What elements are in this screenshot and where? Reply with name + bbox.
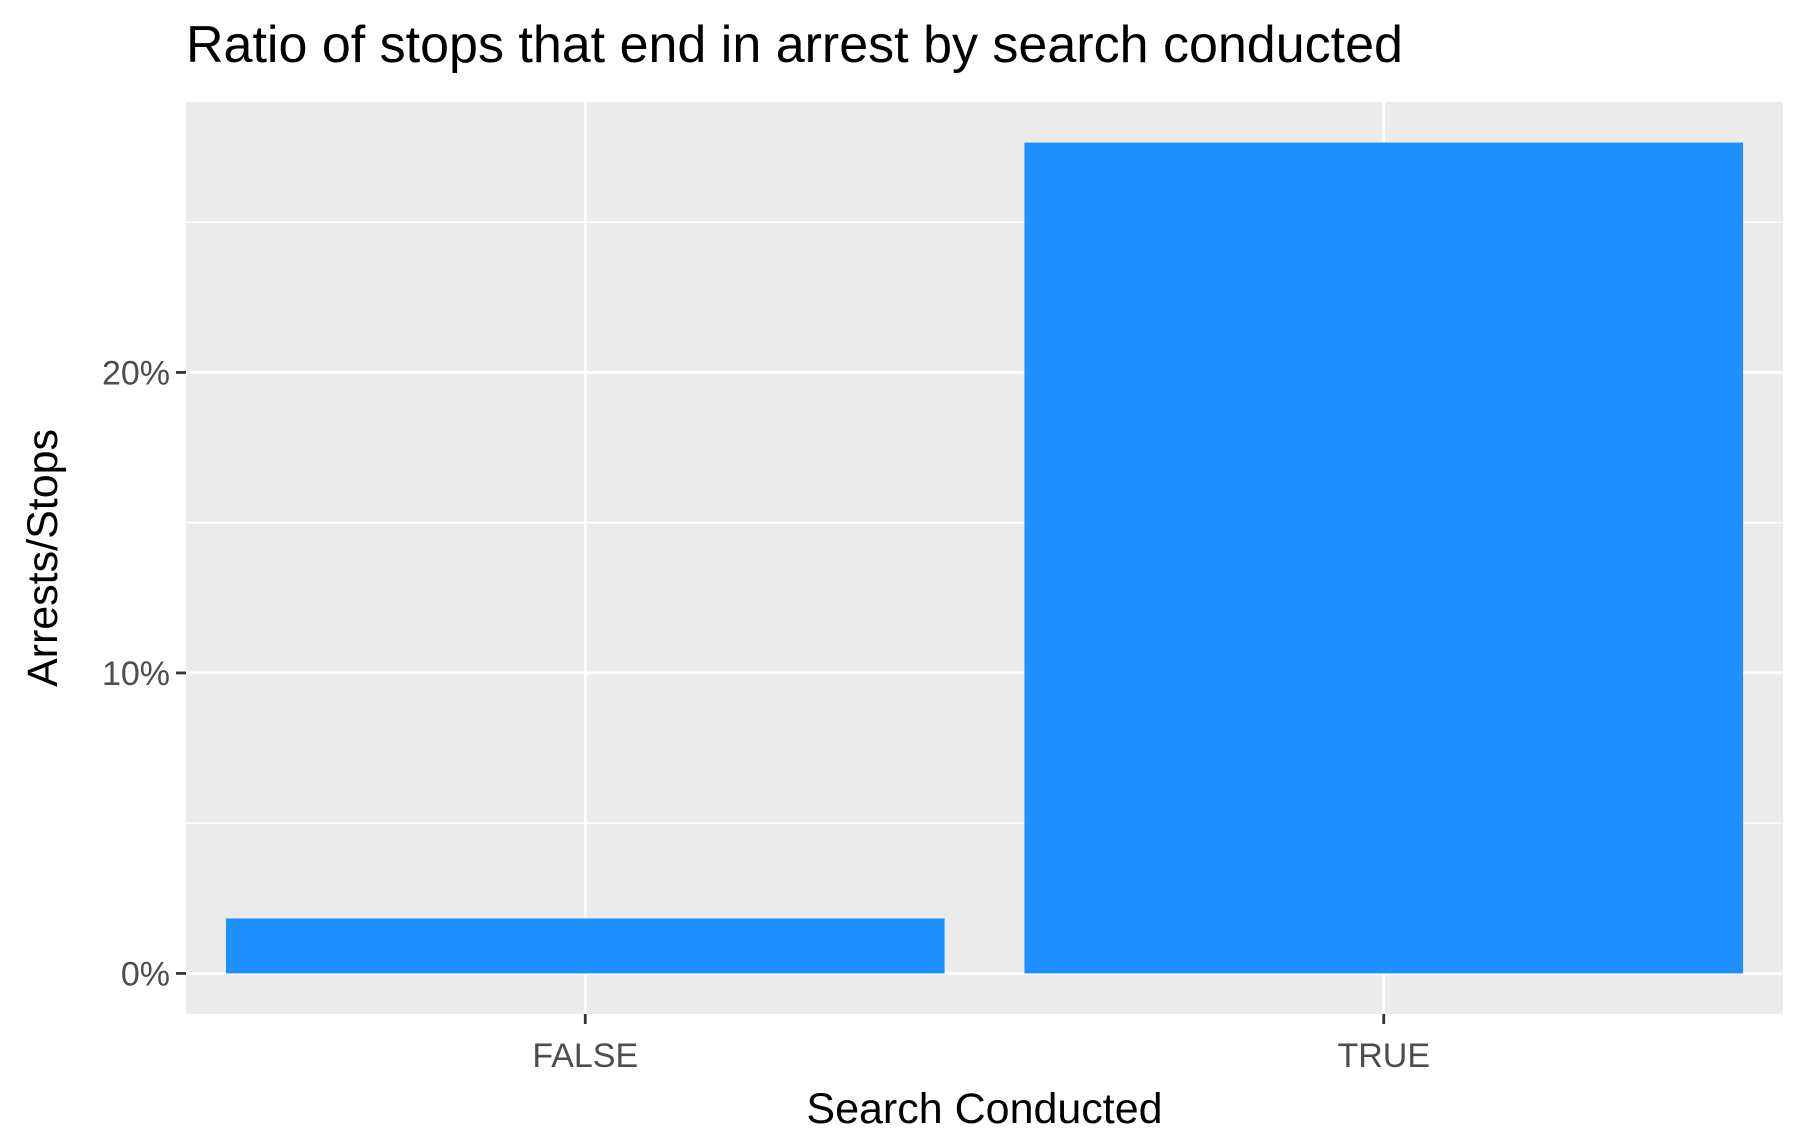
y-tick-label: 0%: [121, 955, 170, 993]
x-tick-label: TRUE: [1337, 1037, 1430, 1075]
chart-title: Ratio of stops that end in arrest by sea…: [186, 16, 1403, 74]
x-tick-label: FALSE: [532, 1037, 638, 1075]
bar-false: [225, 918, 945, 974]
y-axis-title: Arrests/Stops: [19, 429, 67, 687]
x-axis-title: Search Conducted: [806, 1085, 1162, 1133]
x-axis: FALSE TRUE: [532, 1014, 1430, 1075]
y-tick-label: 10%: [102, 655, 170, 693]
y-tick-label: 20%: [102, 354, 170, 392]
bars: [225, 142, 1744, 974]
y-axis: 0% 10% 20%: [102, 354, 186, 993]
bar-true: [1024, 142, 1744, 974]
